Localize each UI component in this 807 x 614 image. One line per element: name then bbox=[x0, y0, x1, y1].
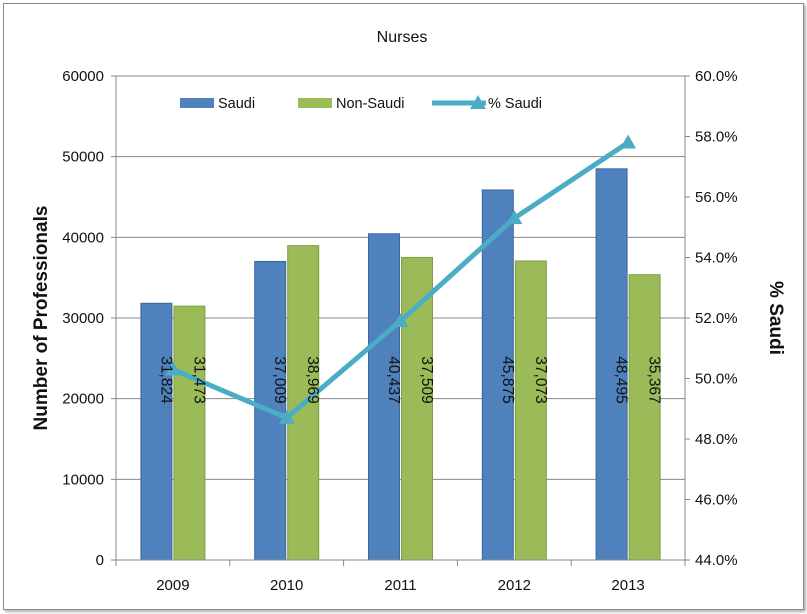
bar-saudi bbox=[481, 189, 514, 561]
y2-tick-label: 46.0% bbox=[695, 492, 738, 509]
legend-label-percent-saudi: % Saudi bbox=[488, 96, 542, 112]
y2-axis-label: % Saudi bbox=[765, 281, 786, 355]
y2-tick-label: 50.0% bbox=[695, 371, 738, 388]
bar-saudi bbox=[140, 302, 173, 561]
legend-swatch-non-saudi bbox=[298, 98, 332, 108]
bar-data-label: 35,367 bbox=[646, 356, 663, 403]
percent-saudi-point bbox=[278, 409, 295, 424]
x-tick-label: 2012 bbox=[498, 577, 531, 594]
y2-tick-label: 60.0% bbox=[695, 68, 738, 85]
bar-data-label: 40,437 bbox=[385, 356, 402, 403]
data-labels: 31,824 37,009 40,437 45,875 48,495 31,473 38,9… bbox=[157, 356, 662, 404]
y-tick-label: 10000 bbox=[62, 471, 104, 488]
y2-tick-label: 58.0% bbox=[695, 129, 738, 146]
x-tick-label: 2013 bbox=[611, 577, 644, 594]
y2-tick-label: 56.0% bbox=[695, 189, 738, 206]
gridlines bbox=[116, 75, 685, 480]
y-tick-label: 50000 bbox=[62, 149, 104, 166]
bar-saudi bbox=[368, 233, 400, 561]
y-tick-label: 30000 bbox=[62, 310, 104, 327]
percent-saudi-point bbox=[392, 313, 409, 328]
bar-non-saudi bbox=[514, 260, 547, 561]
y-tick-label: 60000 bbox=[62, 68, 104, 85]
bar-data-label: 31,473 bbox=[190, 356, 207, 403]
bar-non-saudi bbox=[628, 274, 661, 561]
bar-data-label: 38,969 bbox=[304, 356, 321, 403]
percent-saudi-line bbox=[164, 134, 637, 424]
percent-saudi-point bbox=[164, 361, 181, 376]
x-tick-label: 2009 bbox=[156, 577, 189, 594]
bar-data-label: 48,495 bbox=[613, 356, 630, 403]
bar-data-label: 45,875 bbox=[499, 356, 516, 403]
bar-data-label: 37,509 bbox=[418, 356, 435, 403]
y2-tick-label: 48.0% bbox=[695, 431, 738, 448]
bar-non-saudi bbox=[173, 305, 206, 561]
axes bbox=[111, 75, 690, 566]
bar-data-label: 37,009 bbox=[271, 356, 288, 403]
y-tick-label: 0 bbox=[96, 552, 104, 569]
legend-label-non-saudi: Non-Saudi bbox=[336, 96, 405, 112]
y2-tick-label: 54.0% bbox=[695, 250, 738, 267]
y-tick-label: 40000 bbox=[62, 229, 104, 246]
legend: Saudi Non-Saudi % Saudi bbox=[180, 95, 542, 112]
y-tick-label: 20000 bbox=[62, 391, 104, 408]
legend-swatch-saudi bbox=[180, 98, 214, 108]
y-axis-label: Number of Professionals bbox=[31, 206, 52, 431]
y2-tick-label: 52.0% bbox=[695, 310, 738, 327]
tick-labels: 0 10000 20000 30000 40000 50000 60000 44.0% 46.0… bbox=[62, 68, 737, 594]
bar-saudi bbox=[595, 168, 628, 561]
legend-swatch-percent-saudi-marker bbox=[470, 95, 486, 109]
legend-label-saudi: Saudi bbox=[218, 96, 255, 112]
bar-data-label: 37,073 bbox=[532, 356, 549, 403]
x-tick-label: 2011 bbox=[384, 577, 416, 594]
y2-tick-label: 44.0% bbox=[695, 552, 738, 569]
percent-saudi-point bbox=[620, 134, 637, 149]
percent-saudi-point bbox=[506, 210, 523, 225]
chart-title: Nurses bbox=[377, 29, 428, 46]
x-tick-label: 2010 bbox=[270, 577, 303, 594]
bar-data-label: 31,824 bbox=[157, 356, 174, 404]
